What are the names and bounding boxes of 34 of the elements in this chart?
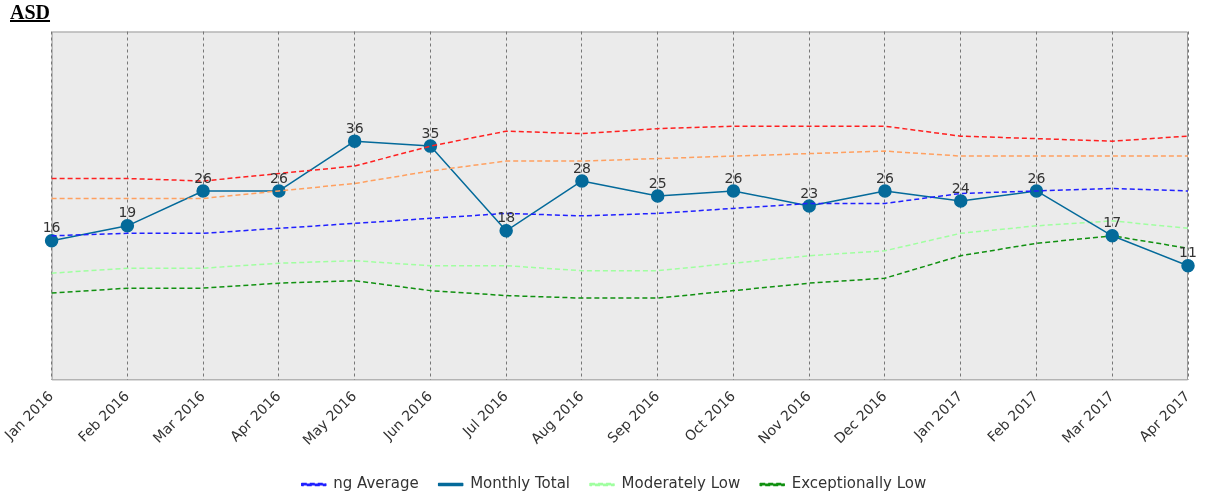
data-label: 26 bbox=[724, 169, 743, 186]
legend-label: Moderately Low bbox=[621, 474, 741, 493]
data-label: 11 bbox=[1179, 244, 1197, 261]
legend-label: ng Average bbox=[333, 474, 419, 493]
point bbox=[726, 184, 741, 198]
point bbox=[272, 184, 286, 198]
data-label: 26 bbox=[876, 169, 894, 186]
legend-label: Exceptionally Low bbox=[791, 474, 927, 493]
data-label: 36 bbox=[345, 119, 364, 136]
point bbox=[1105, 229, 1119, 243]
data-label: 17 bbox=[1103, 214, 1122, 231]
point bbox=[650, 189, 665, 203]
data-label: 24 bbox=[951, 179, 970, 196]
chart-title: ASD bbox=[10, 0, 51, 24]
point bbox=[120, 219, 135, 233]
data-label: 26 bbox=[269, 169, 288, 186]
data-label: 26 bbox=[1027, 169, 1046, 186]
point bbox=[347, 134, 362, 148]
data-label: 35 bbox=[421, 124, 440, 141]
point bbox=[499, 224, 513, 238]
data-label: 19 bbox=[118, 204, 137, 221]
point bbox=[44, 234, 59, 248]
point bbox=[953, 194, 968, 208]
data-label: 18 bbox=[497, 209, 516, 226]
point bbox=[196, 184, 210, 198]
point bbox=[575, 174, 589, 188]
point bbox=[1181, 258, 1195, 273]
point bbox=[802, 199, 816, 213]
data-label: 25 bbox=[648, 174, 667, 191]
data-label: 23 bbox=[800, 184, 819, 201]
data-label: 16 bbox=[42, 219, 61, 236]
point bbox=[878, 184, 892, 198]
data-label: 28 bbox=[573, 159, 591, 176]
legend-label: Monthly Total bbox=[470, 474, 571, 493]
